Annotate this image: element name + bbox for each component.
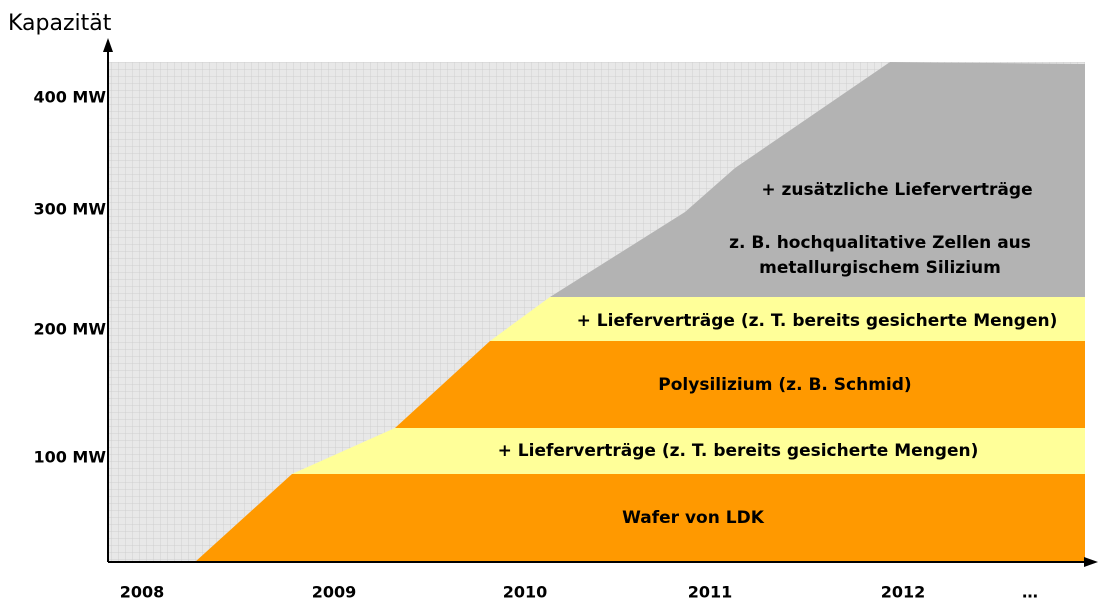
band-label: + zusätzliche Lieferverträge (761, 180, 1032, 200)
band-label: metallurgischem Silizium (759, 258, 1001, 278)
band-label: z. B. hochqualitative Zellen aus (729, 233, 1031, 253)
band-orange (395, 341, 1085, 428)
band-label: + Lieferverträge (z. T. bereits gesicher… (498, 441, 979, 461)
x-label: 2011 (688, 583, 733, 602)
band-gray (550, 62, 1085, 297)
y-label: 200 MW (33, 320, 106, 339)
band-label: Wafer von LDK (622, 508, 765, 528)
x-label: 2009 (312, 583, 357, 602)
axis-label: Kapazität (8, 11, 112, 36)
y-label: 300 MW (33, 200, 106, 219)
x-label: 2010 (503, 583, 548, 602)
x-arrow (1084, 557, 1098, 567)
band-yellow (292, 428, 1085, 474)
y-label: 400 MW (33, 88, 106, 107)
x-label: … (1022, 583, 1038, 602)
band-yellow (490, 297, 1085, 341)
band-label: Polysilizium (z. B. Schmid) (658, 375, 911, 395)
y-label: 100 MW (33, 448, 106, 467)
y-arrow (103, 38, 113, 52)
band-label: + Lieferverträge (z. T. bereits gesicher… (577, 311, 1058, 331)
band-orange (195, 474, 1085, 562)
x-label: 2008 (120, 583, 165, 602)
x-label: 2012 (881, 583, 926, 602)
